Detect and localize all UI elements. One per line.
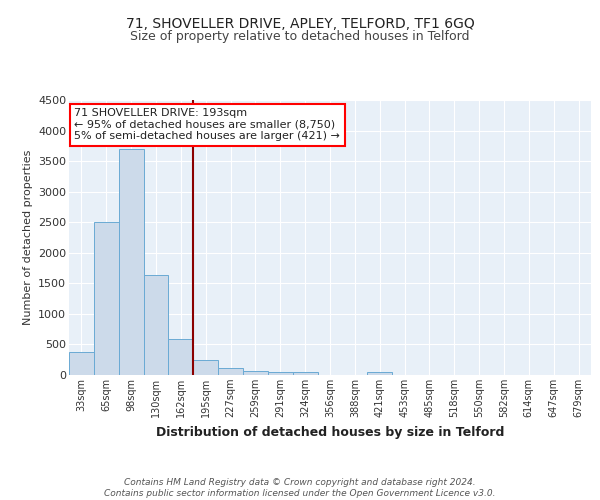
Text: Size of property relative to detached houses in Telford: Size of property relative to detached ho… <box>130 30 470 43</box>
Bar <box>169 339 193 375</box>
Text: 71, SHOVELLER DRIVE, APLEY, TELFORD, TF1 6GQ: 71, SHOVELLER DRIVE, APLEY, TELFORD, TF1… <box>125 18 475 32</box>
Y-axis label: Number of detached properties: Number of detached properties <box>23 150 32 325</box>
Bar <box>143 276 169 375</box>
Bar <box>69 352 94 375</box>
Bar <box>293 372 317 375</box>
Bar <box>193 360 218 375</box>
Bar <box>94 222 119 375</box>
Bar <box>218 368 243 375</box>
Bar <box>367 372 392 375</box>
Text: 71 SHOVELLER DRIVE: 193sqm
← 95% of detached houses are smaller (8,750)
5% of se: 71 SHOVELLER DRIVE: 193sqm ← 95% of deta… <box>74 108 340 142</box>
Text: Contains HM Land Registry data © Crown copyright and database right 2024.
Contai: Contains HM Land Registry data © Crown c… <box>104 478 496 498</box>
X-axis label: Distribution of detached houses by size in Telford: Distribution of detached houses by size … <box>156 426 504 438</box>
Bar <box>268 372 293 375</box>
Bar <box>119 149 143 375</box>
Bar <box>243 371 268 375</box>
